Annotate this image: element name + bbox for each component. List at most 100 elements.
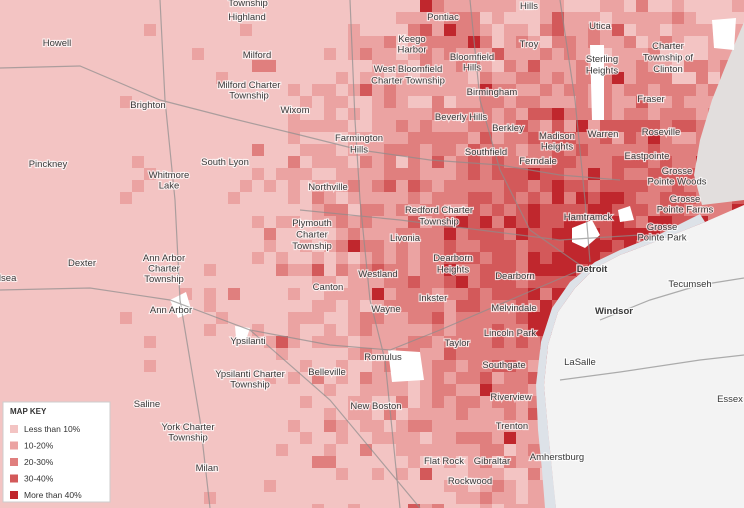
tract xyxy=(108,312,120,324)
tract xyxy=(156,408,168,420)
tract xyxy=(36,384,48,396)
tract xyxy=(444,192,456,204)
tract xyxy=(372,372,384,384)
place-label: Roseville xyxy=(642,127,681,138)
tract xyxy=(60,24,72,36)
tract xyxy=(288,264,300,276)
tract xyxy=(288,492,300,504)
tract xyxy=(156,240,168,252)
tract xyxy=(348,180,360,192)
tract xyxy=(432,132,444,144)
tract xyxy=(132,288,144,300)
tract xyxy=(456,348,468,360)
place-label: Hills xyxy=(463,63,481,74)
tract xyxy=(24,504,36,508)
tract xyxy=(216,0,228,12)
tract xyxy=(468,264,480,276)
tract xyxy=(420,192,432,204)
tract xyxy=(240,456,252,468)
tract xyxy=(408,288,420,300)
tract xyxy=(96,504,108,508)
tract xyxy=(540,252,552,264)
tract xyxy=(228,216,240,228)
tract xyxy=(144,252,156,264)
tract xyxy=(60,288,72,300)
tract xyxy=(60,336,72,348)
tract xyxy=(132,72,144,84)
place-label: Belleville xyxy=(308,367,346,378)
tract xyxy=(240,240,252,252)
tract xyxy=(492,432,504,444)
tract xyxy=(228,120,240,132)
tract xyxy=(156,144,168,156)
tract xyxy=(516,240,528,252)
tract xyxy=(264,108,276,120)
tract xyxy=(324,504,336,508)
tract xyxy=(672,24,684,36)
tract xyxy=(456,264,468,276)
tract xyxy=(360,408,372,420)
tract xyxy=(276,204,288,216)
tract xyxy=(36,264,48,276)
tract xyxy=(504,36,516,48)
tract xyxy=(696,12,708,24)
tract xyxy=(192,480,204,492)
tract xyxy=(528,360,540,372)
tract xyxy=(360,36,372,48)
tract xyxy=(408,480,420,492)
tract xyxy=(24,264,36,276)
tract xyxy=(204,72,216,84)
tract xyxy=(156,288,168,300)
tract xyxy=(456,312,468,324)
tract xyxy=(720,48,732,60)
tract xyxy=(180,444,192,456)
tract xyxy=(408,408,420,420)
tract xyxy=(348,132,360,144)
tract xyxy=(612,24,624,36)
tract xyxy=(480,60,492,72)
tract xyxy=(0,228,12,240)
tract xyxy=(612,168,624,180)
tract xyxy=(636,36,648,48)
tract xyxy=(132,108,144,120)
tract xyxy=(216,276,228,288)
tract xyxy=(588,240,600,252)
tract xyxy=(84,372,96,384)
tract xyxy=(36,204,48,216)
tract xyxy=(168,96,180,108)
tract xyxy=(372,420,384,432)
tract xyxy=(168,372,180,384)
tract xyxy=(420,12,432,24)
tract xyxy=(24,180,36,192)
tract xyxy=(108,432,120,444)
tract xyxy=(60,204,72,216)
tract xyxy=(480,252,492,264)
tract xyxy=(396,252,408,264)
tract xyxy=(108,204,120,216)
tract xyxy=(264,60,276,72)
tract xyxy=(36,180,48,192)
tract xyxy=(36,120,48,132)
tract xyxy=(72,168,84,180)
tract xyxy=(348,72,360,84)
tract xyxy=(576,120,588,132)
tract xyxy=(492,240,504,252)
tract xyxy=(36,276,48,288)
tract xyxy=(72,252,84,264)
tract xyxy=(336,312,348,324)
tract xyxy=(252,108,264,120)
tract xyxy=(492,300,504,312)
tract xyxy=(636,216,648,228)
tract xyxy=(300,348,312,360)
tract xyxy=(84,324,96,336)
tract xyxy=(504,96,516,108)
tract xyxy=(492,504,504,508)
tract xyxy=(36,228,48,240)
tract xyxy=(240,144,252,156)
tract xyxy=(288,456,300,468)
tract xyxy=(468,252,480,264)
tract xyxy=(696,48,708,60)
tract xyxy=(120,12,132,24)
tract xyxy=(480,456,492,468)
tract xyxy=(456,72,468,84)
